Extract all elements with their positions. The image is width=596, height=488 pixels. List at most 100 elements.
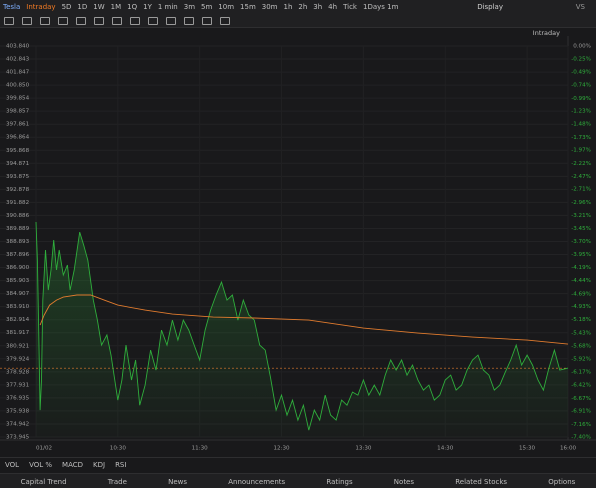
bottom-tab[interactable]: Ratings bbox=[326, 477, 353, 486]
x-tick-label: 11:30 bbox=[192, 446, 209, 452]
y-tick-label: 378.928 bbox=[6, 369, 30, 375]
y2-tick-label: -5.43% bbox=[571, 330, 591, 336]
y2-tick-label: 0.00% bbox=[573, 44, 591, 50]
y2-tick-label: -2.71% bbox=[571, 187, 591, 193]
y2-tick-label: -6.67% bbox=[571, 396, 591, 402]
y2-tick-label: -0.49% bbox=[571, 69, 591, 75]
y2-tick-label: -4.93% bbox=[571, 304, 591, 310]
period-button[interactable]: 1D bbox=[77, 3, 88, 11]
bottom-tab[interactable]: Notes bbox=[393, 477, 415, 486]
tool-icon[interactable] bbox=[40, 16, 50, 25]
indicator-bar: VOL VOL % MACD KDJ RSI bbox=[0, 457, 596, 471]
period-button[interactable]: 1Y bbox=[143, 3, 152, 11]
period-button[interactable]: 1Q bbox=[127, 3, 138, 11]
y2-tick-label: -5.68% bbox=[571, 344, 591, 350]
compare-button[interactable]: VS bbox=[575, 3, 585, 11]
y-tick-label: 399.854 bbox=[6, 96, 30, 102]
period-button[interactable]: 1W bbox=[93, 3, 105, 11]
y2-tick-label: -6.91% bbox=[571, 409, 591, 415]
y-tick-label: 396.864 bbox=[6, 135, 30, 141]
y-tick-label: 381.917 bbox=[6, 330, 30, 336]
period-button[interactable]: 1M bbox=[110, 3, 122, 11]
period-button[interactable]: 15m bbox=[240, 3, 256, 11]
y-tick-label: 401.847 bbox=[6, 70, 30, 76]
y2-tick-label: -4.19% bbox=[571, 265, 591, 271]
tool-icon[interactable] bbox=[58, 16, 68, 25]
y2-tick-label: -3.70% bbox=[571, 239, 591, 245]
y2-tick-label: -7.40% bbox=[571, 435, 591, 441]
period-button[interactable]: 3h bbox=[313, 3, 323, 11]
price-area bbox=[36, 222, 568, 437]
display-button[interactable]: Display bbox=[477, 3, 503, 11]
y2-tick-label: -5.92% bbox=[571, 356, 591, 362]
period-button[interactable]: 3m bbox=[183, 3, 196, 11]
y2-tick-label: -1.97% bbox=[571, 148, 591, 154]
period-button[interactable]: 5m bbox=[201, 3, 213, 11]
top-bar: Tesla Intraday 5D 1D 1W 1M 1Q 1Y 1 min 3m 5m 10m 15m… bbox=[0, 0, 596, 14]
bottom-tab[interactable]: Capital Trend bbox=[20, 477, 67, 486]
bottom-tab[interactable]: Options bbox=[548, 477, 576, 486]
period-button[interactable]: 1 min bbox=[157, 3, 178, 11]
period-button[interactable]: 2h bbox=[298, 3, 308, 11]
y-tick-label: 403.840 bbox=[6, 44, 30, 50]
y-tick-label: 384.907 bbox=[6, 291, 30, 297]
indicator-tab[interactable]: VOL bbox=[5, 460, 20, 469]
y-tick-label: 393.875 bbox=[6, 174, 30, 180]
period-button[interactable]: 4h bbox=[328, 3, 338, 11]
period-button[interactable]: 30m bbox=[261, 3, 278, 11]
tool-icon[interactable] bbox=[184, 16, 194, 25]
bottom-tab[interactable]: News bbox=[168, 477, 188, 486]
y-tick-label: 392.878 bbox=[6, 187, 30, 193]
y2-tick-label: -4.44% bbox=[571, 278, 591, 284]
x-tick-label: 01/02 bbox=[36, 446, 52, 452]
y-tick-label: 375.938 bbox=[6, 408, 30, 414]
y-tick-label: 373.945 bbox=[6, 435, 30, 441]
chart: Intraday 403.840 402.843 401.847 400.850 399… bbox=[0, 29, 596, 452]
indicator-tab[interactable]: MACD bbox=[62, 460, 84, 469]
tool-icon[interactable] bbox=[148, 16, 158, 25]
period-button[interactable]: 5D bbox=[61, 3, 72, 11]
y-tick-label: 388.893 bbox=[6, 239, 30, 245]
tool-icon[interactable] bbox=[22, 16, 32, 25]
y2-tick-label: -4.69% bbox=[571, 291, 591, 297]
tool-icon[interactable] bbox=[130, 16, 140, 25]
tool-icon[interactable] bbox=[76, 16, 86, 25]
y2-tick-label: -3.45% bbox=[571, 226, 591, 232]
tool-icon[interactable] bbox=[94, 16, 104, 25]
y2-tick-label: -6.17% bbox=[571, 370, 591, 376]
indicator-tab[interactable]: KDJ bbox=[93, 460, 106, 469]
tool-icon[interactable] bbox=[202, 16, 212, 25]
tool-icon[interactable] bbox=[112, 16, 122, 25]
period-button[interactable]: Intraday bbox=[26, 3, 56, 11]
indicator-tab[interactable]: VOL % bbox=[29, 460, 53, 469]
y-tick-label: 391.882 bbox=[6, 200, 29, 206]
x-tick-label: 12:30 bbox=[273, 446, 290, 452]
indicator-tab[interactable]: RSI bbox=[115, 460, 127, 469]
y-tick-label: 374.942 bbox=[6, 421, 29, 427]
y-tick-label: 382.914 bbox=[6, 317, 30, 323]
bottom-tab[interactable]: Trade bbox=[107, 477, 127, 486]
mode-label[interactable]: Intraday bbox=[533, 29, 560, 37]
bottom-tab[interactable]: Announcements bbox=[228, 477, 286, 486]
y2-tick-label: -7.16% bbox=[571, 422, 591, 428]
period-button[interactable]: 1Days 1m bbox=[362, 3, 399, 11]
tool-icon[interactable] bbox=[166, 16, 176, 25]
x-tick-label: 14:30 bbox=[437, 446, 454, 452]
y-tick-label: 379.924 bbox=[6, 356, 30, 362]
period-button[interactable]: 1h bbox=[283, 3, 293, 11]
y-tick-label: 377.931 bbox=[6, 382, 30, 388]
tool-icon[interactable] bbox=[4, 16, 14, 25]
x-tick-label: 13:30 bbox=[355, 446, 372, 452]
y-tick-label: 376.935 bbox=[6, 395, 30, 401]
tool-icon[interactable] bbox=[220, 16, 230, 25]
period-button[interactable]: 10m bbox=[218, 3, 235, 11]
symbol[interactable]: Tesla bbox=[3, 3, 21, 11]
period-button[interactable]: Tick bbox=[343, 3, 357, 11]
y-tick-label: 398.857 bbox=[6, 109, 30, 115]
y2-tick-label: -0.74% bbox=[571, 83, 591, 89]
y-tick-label: 383.910 bbox=[6, 304, 30, 310]
bottom-tab[interactable]: Related Stocks bbox=[455, 477, 508, 486]
y-tick-label: 385.903 bbox=[6, 278, 30, 284]
tab-bar: Capital Trend Trade News Announcements Ratin… bbox=[0, 473, 596, 488]
y2-tick-label: -1.73% bbox=[571, 135, 591, 141]
